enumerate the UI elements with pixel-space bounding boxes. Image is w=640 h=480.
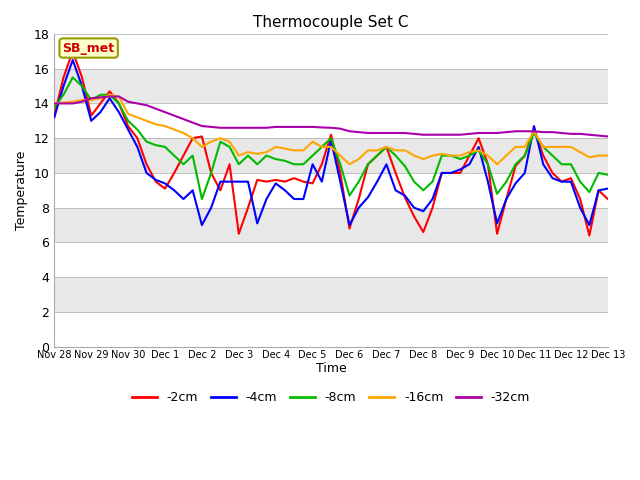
Legend: -2cm, -4cm, -8cm, -16cm, -32cm: -2cm, -4cm, -8cm, -16cm, -32cm <box>127 386 535 409</box>
Bar <box>54 312 608 347</box>
Bar <box>54 242 608 277</box>
Bar <box>54 277 608 312</box>
Bar <box>54 104 608 138</box>
X-axis label: Time: Time <box>316 362 346 375</box>
Bar <box>54 138 608 173</box>
Bar <box>54 173 608 208</box>
Bar <box>54 208 608 242</box>
Bar <box>54 69 608 104</box>
Title: Thermocouple Set C: Thermocouple Set C <box>253 15 409 30</box>
Bar <box>54 34 608 69</box>
Text: SB_met: SB_met <box>63 42 115 55</box>
Y-axis label: Temperature: Temperature <box>15 151 28 230</box>
